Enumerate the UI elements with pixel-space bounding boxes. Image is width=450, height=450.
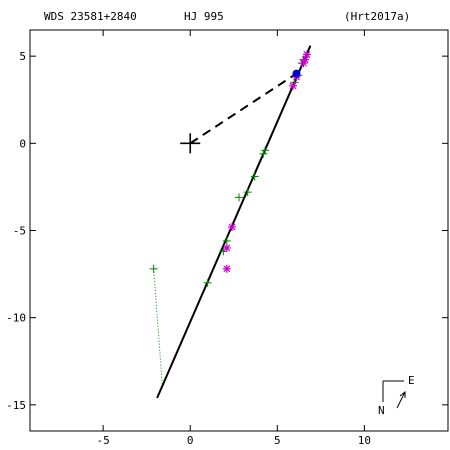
speckle-point: [299, 59, 308, 68]
speckle-point: [222, 264, 231, 273]
plot-lines: [153, 45, 312, 399]
data-marks: [149, 50, 311, 287]
x-tick-label: 5: [274, 434, 281, 447]
compass-east-label: E: [408, 374, 415, 387]
micrometer-point: [250, 172, 259, 181]
orbit-line: [156, 45, 312, 399]
micrometer-point: [149, 264, 158, 273]
speckle-point: [288, 81, 297, 90]
speckle-point: [301, 55, 310, 64]
wds-identifier: WDS 23581+2840: [44, 10, 137, 23]
speckle-point: [222, 243, 231, 252]
motion-arrow-shaft: [396, 391, 406, 409]
micrometer-point: [235, 193, 243, 202]
reference-code: (Hrt2017a): [344, 10, 410, 23]
discoverer-designation: HJ 995: [184, 10, 224, 23]
micrometer-point: [261, 146, 270, 155]
y-tick-label: -5: [13, 225, 26, 238]
y-axis: 5 0 -5 -10 -15: [6, 50, 448, 412]
star-d2: [289, 82, 297, 90]
plot-frame: [29, 29, 449, 432]
micrometer-point: [243, 188, 252, 197]
x-tick-label: 0: [187, 434, 194, 447]
residual-line: [153, 268, 163, 386]
micrometer-point: [203, 278, 212, 287]
current-position-dot: [292, 69, 301, 78]
y-tick-label: -10: [6, 312, 26, 325]
y-tick-label: 5: [19, 50, 26, 63]
star-d2: [300, 59, 307, 67]
compass-north-label: N: [378, 404, 385, 417]
compass: N E: [378, 374, 415, 417]
current-position-connector: [189, 72, 298, 145]
x-tick-label: 10: [358, 434, 371, 447]
micrometer-point: [219, 247, 228, 256]
x-tick-label: -5: [97, 434, 110, 447]
y-tick-label: 0: [19, 137, 26, 150]
star-d2: [228, 223, 236, 231]
star-d2: [223, 244, 231, 252]
motion-arrow-head: [399, 390, 406, 398]
star-d2: [223, 265, 231, 273]
x-axis: -5 0 5 10: [97, 30, 371, 447]
speckle-point: [228, 223, 237, 232]
micrometer-point: [222, 236, 231, 245]
y-tick-label: -15: [6, 399, 26, 412]
micrometer-point: [259, 149, 268, 158]
